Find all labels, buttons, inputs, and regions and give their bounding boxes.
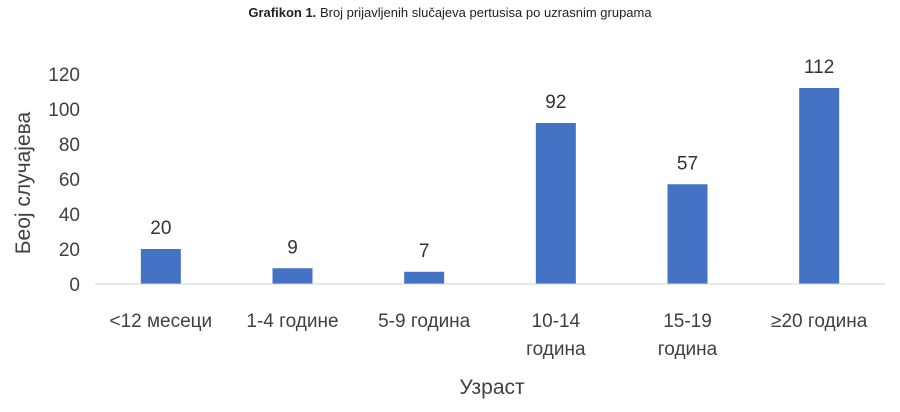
y-tick-label: 80	[59, 135, 80, 156]
y-tick-label: 20	[59, 240, 80, 261]
bar	[799, 88, 840, 284]
x-tick-label: година	[526, 339, 586, 360]
data-label: 92	[545, 92, 566, 113]
data-label: 112	[804, 57, 834, 78]
bar	[140, 249, 181, 284]
chart-panel: 0 20 40 60 80 100 120 20 9 7 92 57 112 <12 месеци 1-…	[0, 40, 900, 412]
y-axis-title: Беој случајева	[12, 111, 35, 254]
bar-chart: 0 20 40 60 80 100 120 20 9 7 92 57 112 <12 месеци 1-…	[12, 57, 885, 399]
data-label: 57	[677, 153, 698, 174]
bar	[535, 123, 576, 284]
figure-caption: Grafikon 1. Broj prijavljenih slučajeva …	[0, 5, 900, 20]
x-tick-label: <12 месеци	[109, 311, 212, 332]
x-axis: <12 месеци 1-4 године 5-9 година 10-14 годин…	[95, 283, 885, 360]
bar	[404, 271, 445, 284]
y-tick-label: 120	[48, 65, 80, 86]
y-tick-label: 40	[59, 205, 80, 226]
data-label: 7	[419, 241, 430, 262]
bar	[667, 184, 708, 284]
x-tick-label: 1-4 године	[246, 311, 338, 332]
x-tick-label: година	[658, 339, 718, 360]
x-tick-label: 15-19	[663, 311, 712, 332]
bars	[140, 88, 840, 284]
x-tick-label: 5-9 година	[378, 311, 471, 332]
bar	[272, 268, 313, 284]
data-label: 9	[287, 237, 298, 258]
y-tick-label: 0	[69, 275, 80, 296]
x-tick-label: 10-14	[532, 311, 581, 332]
figure-caption-label: Grafikon 1.	[248, 5, 317, 20]
data-label: 20	[150, 218, 171, 239]
data-labels: 20 9 7 92 57 112	[150, 57, 834, 262]
y-tick-label: 60	[59, 170, 80, 191]
figure-caption-text: Broj prijavljenih slučajeva pertusisa po…	[319, 5, 652, 20]
x-tick-label: ≥20 година	[771, 311, 868, 332]
y-tick-label: 100	[48, 100, 80, 121]
y-axis: 0 20 40 60 80 100 120	[48, 65, 80, 296]
x-axis-title: Узраст	[459, 376, 525, 399]
